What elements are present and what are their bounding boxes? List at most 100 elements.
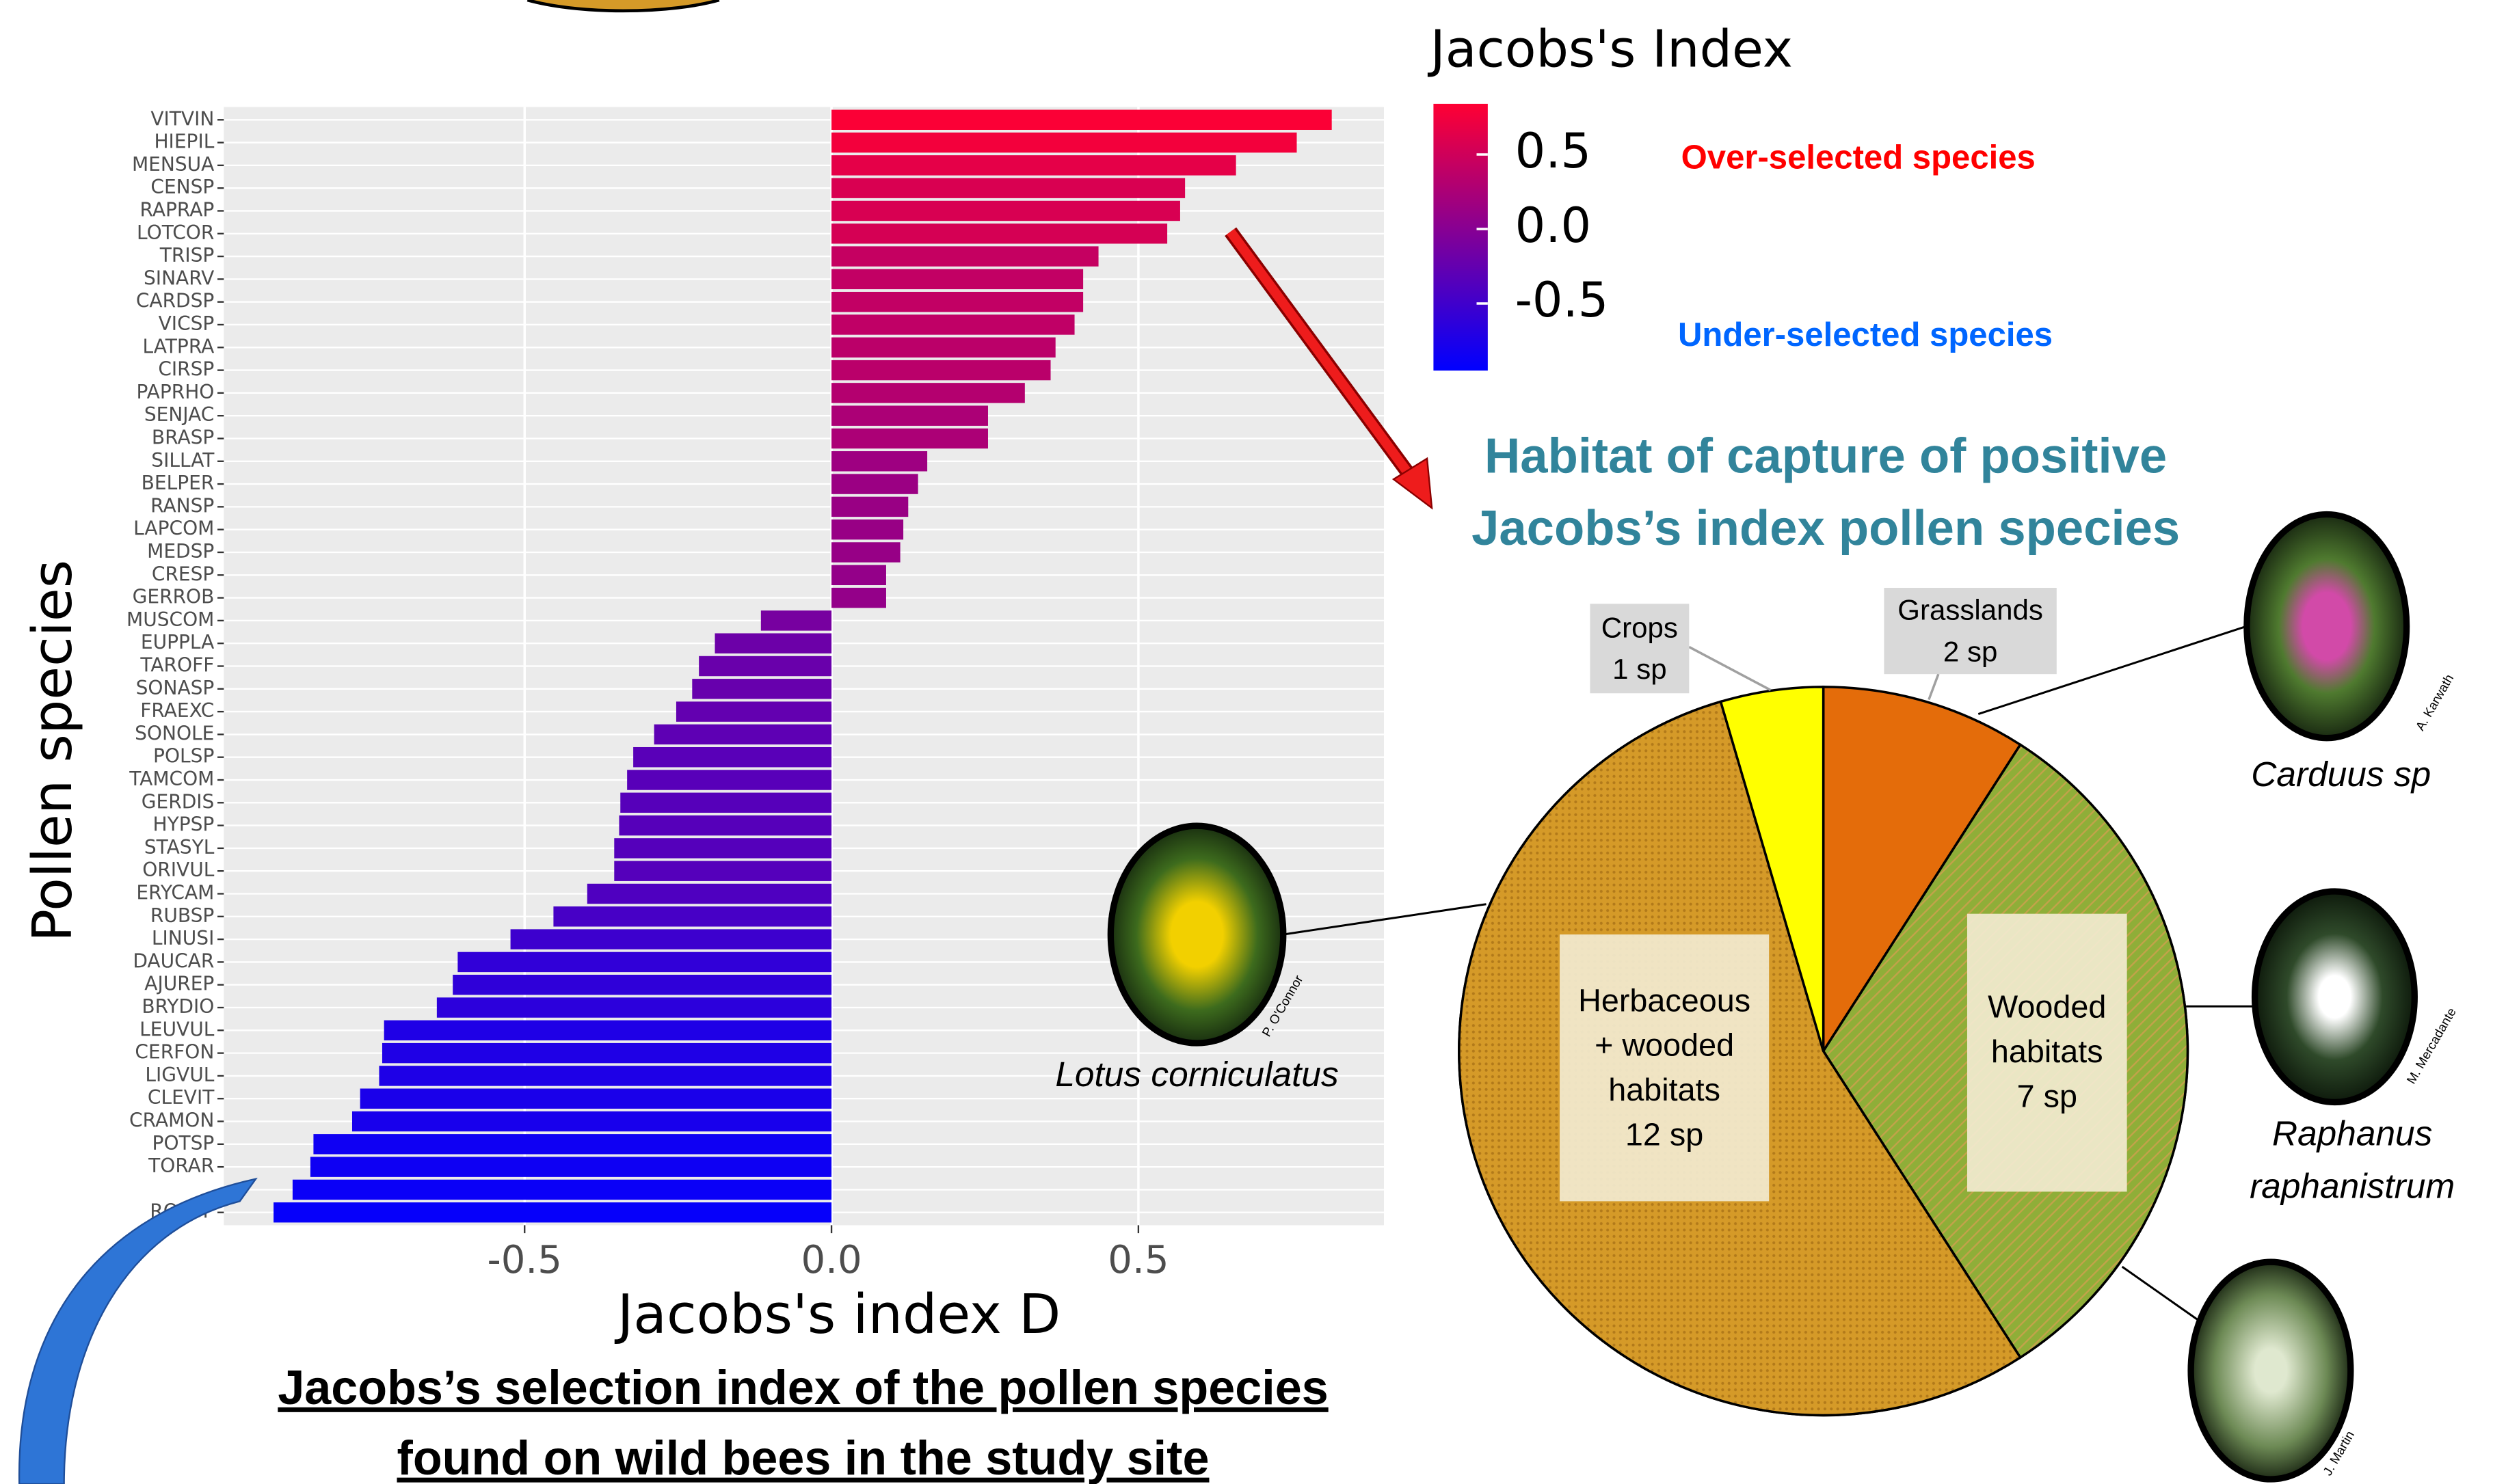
- bar: [676, 701, 831, 721]
- bar: [831, 178, 1185, 198]
- bar: [293, 1180, 831, 1200]
- bar: [511, 929, 831, 949]
- bar: [437, 997, 831, 1017]
- bar: [761, 610, 831, 630]
- bar: [831, 565, 886, 585]
- bar: [382, 1043, 831, 1063]
- photo: [2255, 891, 2415, 1102]
- photo: [1110, 826, 1283, 1043]
- bar: [614, 838, 831, 858]
- y-tick-label: TAMCOM: [129, 768, 214, 790]
- y-tick-label: LINUSI: [152, 927, 214, 949]
- category-label: Herbaceous + wooded habitats: [1566, 978, 1762, 1112]
- y-tick-label: RANSP: [150, 494, 214, 517]
- bar: [313, 1134, 831, 1154]
- bar: [831, 360, 1050, 380]
- y-tick-label: LOTCOR: [137, 221, 214, 244]
- y-tick-label: SENJAC: [144, 403, 215, 426]
- y-tick-label: RAPRAP: [140, 198, 215, 221]
- y-tick-label: POTSP: [152, 1132, 215, 1155]
- bar: [831, 383, 1025, 403]
- canvas: -0.50.00.5VITVINHIEPILMENSUACENSPRAPRAPL…: [0, 0, 2493, 1484]
- y-tick-label: VICSP: [159, 312, 215, 335]
- bar: [831, 474, 918, 494]
- category-label: Grasslands: [1891, 589, 2051, 631]
- y-tick-label: LEUVUL: [139, 1018, 215, 1040]
- species-name-box: Lotus corniculatus: [1023, 1047, 1371, 1101]
- caption: Jacobs’s selection index of the pollen s…: [224, 1358, 1382, 1484]
- bar: [831, 588, 886, 608]
- y-tick-label: BRASP: [152, 426, 214, 448]
- bar: [654, 725, 831, 744]
- bar: [457, 952, 831, 972]
- y-tick-label: LIGVUL: [145, 1064, 214, 1086]
- y-tick-label: BRYDIO: [142, 995, 214, 1018]
- bar: [831, 451, 927, 471]
- y-tick-label: ERYCAM: [136, 882, 214, 904]
- y-tick-label: CLEVIT: [148, 1086, 215, 1109]
- species-name: Lotus corniculatus: [1023, 1047, 1371, 1101]
- y-tick-label: TRISP: [159, 244, 215, 267]
- y-tick-label: AJUREP: [144, 973, 214, 995]
- pie-title: Habitat of capture of positive Jacobs’s …: [1430, 418, 2222, 565]
- bar: [831, 269, 1083, 289]
- colorbar-tick-label: 0.0: [1515, 198, 1591, 254]
- bar: [831, 110, 1332, 130]
- species-name-box: Carduus sp: [2222, 748, 2462, 799]
- y-tick-label: CRESP: [152, 563, 214, 585]
- y-tick-label: FRAEXC: [140, 699, 214, 722]
- value-label: 2 sp: [1943, 631, 1998, 673]
- bar: [352, 1111, 831, 1131]
- bar: [831, 497, 908, 517]
- leader-line: [1689, 647, 1770, 690]
- bar: [553, 906, 831, 926]
- photo-credit: A. Karwath: [2412, 672, 2456, 733]
- category-label: Wooded habitats: [1973, 986, 2120, 1075]
- bar: [831, 405, 988, 425]
- bar: [627, 770, 831, 790]
- bar: [587, 884, 831, 904]
- bar: [310, 1157, 831, 1176]
- colorbar-tick-label: 0.5: [1515, 123, 1591, 179]
- value-label: 12 sp: [1625, 1113, 1703, 1157]
- bar: [831, 292, 1083, 312]
- species-name: Carduus sp: [2222, 748, 2462, 799]
- annotation: Over-selected species: [1681, 139, 2036, 176]
- bar: [831, 246, 1098, 266]
- bar: [453, 975, 831, 995]
- y-tick-label: RUBSP: [150, 904, 214, 927]
- y-tick-label: CRAMON: [129, 1109, 214, 1132]
- legend-title: Jacobs's Index: [1428, 20, 1793, 79]
- y-tick-label: GERDIS: [142, 790, 215, 813]
- y-tick-label: VITVIN: [150, 107, 214, 130]
- annotation: Under-selected species: [1678, 316, 2053, 353]
- y-tick-label: BELPER: [142, 472, 215, 494]
- x-tick-label: 0.0: [801, 1238, 862, 1282]
- bar: [831, 338, 1056, 357]
- x-axis-label: Jacobs's index D: [614, 1282, 1061, 1346]
- category-label: Crops: [1597, 607, 1683, 649]
- bar: [692, 679, 831, 699]
- y-tick-label: POLSP: [153, 745, 214, 768]
- pie-title-box: Habitat of capture of positive Jacobs’s …: [1430, 418, 2222, 565]
- y-tick-label: SILLAT: [151, 449, 215, 472]
- bar: [699, 656, 831, 676]
- colorbar: [1433, 104, 1487, 370]
- bar: [831, 314, 1074, 334]
- y-tick-label: EUPPLA: [141, 631, 214, 653]
- bar: [620, 793, 831, 813]
- page: {"chart_data": [ {"type": "barh", "capti…: [0, 0, 2493, 1484]
- colorbar-tick-label: -0.5: [1515, 272, 1609, 328]
- y-tick-label: PAPRHO: [137, 381, 215, 403]
- value-label: 1 sp: [1612, 649, 1667, 690]
- y-tick-label: MEDSP: [147, 540, 214, 563]
- bar: [384, 1021, 831, 1040]
- y-tick-label: LAPCOM: [133, 517, 214, 540]
